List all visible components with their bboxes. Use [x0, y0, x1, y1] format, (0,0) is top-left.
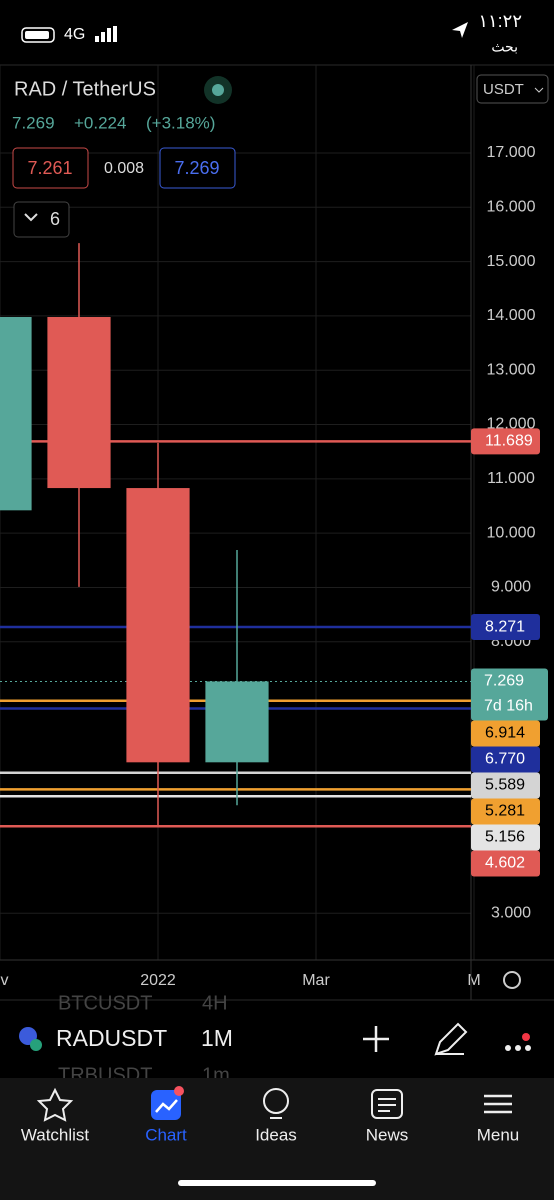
- indicator-count[interactable]: 6: [50, 209, 60, 229]
- buy-button[interactable]: [159, 147, 236, 189]
- change-pct: (+3.18%): [146, 113, 215, 132]
- add-icon[interactable]: [363, 1026, 389, 1052]
- chevron: [24, 213, 38, 222]
- y-tick-label: 14.000: [487, 307, 536, 324]
- last-price: 7.269: [12, 113, 55, 132]
- price-tag: [471, 614, 540, 641]
- tab-bar: [0, 1078, 554, 1200]
- tab-label[interactable]: Watchlist: [21, 1125, 90, 1144]
- y-tick-label: 17.000: [487, 144, 536, 161]
- last-price-label: 7.269: [484, 673, 524, 690]
- status-dot: [212, 84, 224, 96]
- price-tag-label: 6.914: [485, 725, 525, 742]
- notification-dot: [174, 1086, 184, 1096]
- candle-body: [47, 316, 111, 489]
- ask[interactable]: 7.269: [174, 158, 219, 178]
- bid[interactable]: 7.261: [27, 158, 72, 178]
- settings-icon: [503, 971, 521, 989]
- currency-select[interactable]: [476, 74, 549, 104]
- battery: [21, 27, 55, 43]
- chart-icon-line: [155, 1099, 178, 1113]
- location-icon: [452, 22, 468, 38]
- x-tick-label: Mar: [302, 972, 330, 989]
- toolbar-symbol[interactable]: RADUSDT: [56, 1025, 167, 1051]
- price-tag: [471, 798, 540, 825]
- countdown: 7d 16h: [484, 698, 533, 715]
- prev-interval: 4H: [202, 992, 228, 1014]
- y-tick-label: 10.000: [487, 524, 536, 541]
- price-tag: [471, 428, 540, 455]
- tab-label[interactable]: Chart: [145, 1125, 187, 1144]
- price-tag-label: 6.770: [485, 751, 525, 768]
- indicators-toggle[interactable]: [13, 201, 70, 238]
- tab-label[interactable]: Ideas: [255, 1125, 297, 1144]
- draw-icon[interactable]: [434, 1022, 468, 1056]
- last-price-tag: [471, 668, 548, 721]
- menu-icon[interactable]: [484, 1094, 512, 1114]
- watchlist-icon[interactable]: [36, 1087, 74, 1122]
- y-tick-label: 13.000: [487, 361, 536, 378]
- coin-icon: [30, 1039, 42, 1051]
- toolbar-interval[interactable]: 1M: [201, 1025, 233, 1051]
- price-tag-label: 8.271: [485, 618, 525, 635]
- price-tag: [471, 772, 540, 799]
- price-tag-label: 5.589: [485, 777, 525, 794]
- price-tag-label: 5.281: [485, 803, 525, 820]
- y-tick-label: 16.000: [487, 199, 536, 216]
- ideas-icon[interactable]: [263, 1088, 289, 1114]
- candle-body: [126, 488, 190, 763]
- currency[interactable]: USDT: [483, 81, 524, 98]
- more-icon[interactable]: [505, 1033, 531, 1051]
- price-tag-label: 11.689: [485, 433, 533, 450]
- y-tick-label: 15.000: [487, 253, 536, 270]
- chart: 17.00016.00015.00014.00013.00012.00011.0…: [0, 65, 554, 1000]
- x-tick-label: ov: [0, 972, 8, 989]
- news-icon[interactable]: [371, 1089, 403, 1119]
- home-indicator: [178, 1180, 376, 1186]
- back-label[interactable]: بحث: [491, 39, 518, 55]
- price-tag-label: 4.602: [485, 855, 525, 872]
- signal: [95, 26, 117, 42]
- change: +0.224: [74, 113, 126, 132]
- battery-level: [25, 31, 49, 39]
- tab-label[interactable]: News: [366, 1125, 409, 1144]
- price-tag: [471, 824, 540, 851]
- symbol-title: RAD / TetherUS: [14, 78, 156, 100]
- spread: 0.008: [104, 160, 144, 177]
- x-tick-label: 2022: [140, 972, 176, 989]
- y-tick-label: 11.000: [487, 470, 535, 487]
- y-tick-label: 3.000: [491, 905, 531, 922]
- candle-body: [0, 316, 32, 511]
- news-icon-lines: [378, 1098, 396, 1112]
- candle-body: [205, 681, 269, 763]
- price-tag: [471, 850, 540, 877]
- x-tick-label: M: [467, 972, 480, 989]
- price-tag: [471, 720, 540, 747]
- price-tag: [471, 746, 540, 773]
- y-tick-label: 9.000: [491, 579, 531, 596]
- chevron: [534, 87, 544, 93]
- price-tag-label: 5.156: [485, 829, 525, 846]
- sell-button[interactable]: [12, 147, 89, 189]
- time: ١١:٢٢: [478, 11, 522, 31]
- network: 4G: [64, 26, 85, 43]
- prev-symbol: BTCUSDT: [58, 992, 152, 1014]
- tab-label[interactable]: Menu: [477, 1125, 520, 1144]
